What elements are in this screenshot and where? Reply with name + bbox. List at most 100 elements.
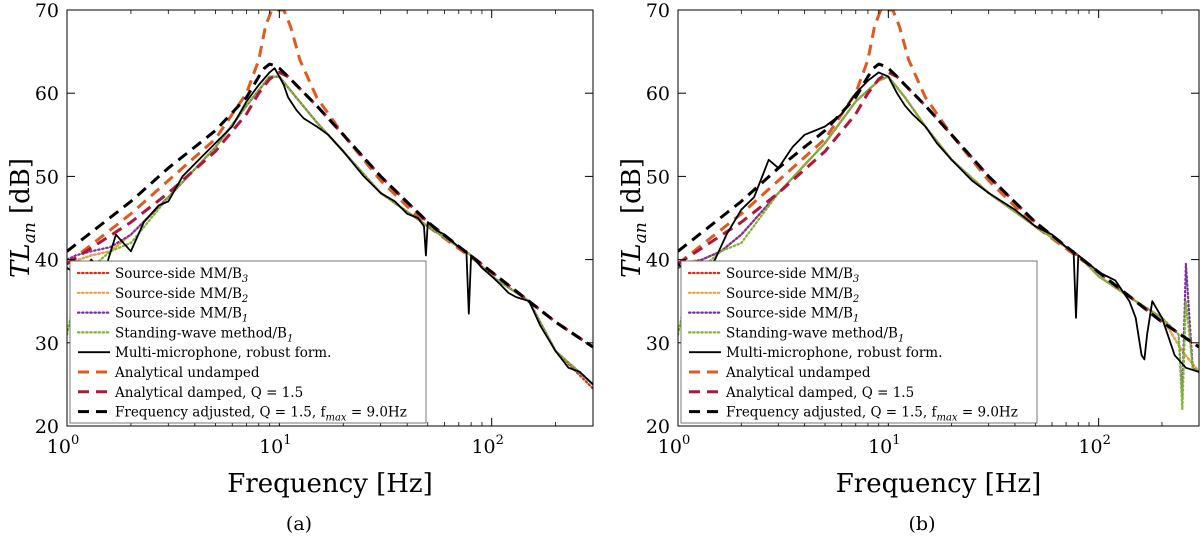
series-line-multi-mic xyxy=(67,67,593,386)
series-line-analytical-undamped xyxy=(678,10,1199,349)
legend-label-freq-adjusted: Frequency adjusted, Q = 1.5, fmax = 9.0H… xyxy=(115,405,407,424)
legend-label-subscript: max xyxy=(325,413,346,424)
legend-label-subscript: 2 xyxy=(241,294,248,305)
axes-frame xyxy=(677,9,1200,427)
plot-area xyxy=(678,10,1199,411)
legend-label-text: Source-side MM/B xyxy=(726,306,853,322)
legend-label-subscript: max xyxy=(936,413,957,424)
series-line-freq-adjusted xyxy=(678,62,1199,349)
x-tick-base: 10 xyxy=(47,436,71,458)
y-label-subscript: an xyxy=(20,222,40,243)
legend-label-subscript: 3 xyxy=(242,274,248,285)
legend-label-tail: = 9.0Hz xyxy=(958,405,1018,421)
legend-label-standing-wave: Standing-wave method/B1 xyxy=(115,325,293,344)
y-label-subscript: an xyxy=(631,222,651,243)
x-tick-exponent: 0 xyxy=(71,433,79,448)
x-tick-label: 102 xyxy=(471,433,503,458)
y-label-unit: [dB] xyxy=(617,158,647,222)
legend-label-text: Source-side MM/B xyxy=(726,286,853,302)
series-line-multi-mic xyxy=(678,71,1199,373)
legend-label-text: Analytical undamped xyxy=(114,365,260,381)
x-tick-base: 10 xyxy=(868,436,892,458)
y-tick-label: 60 xyxy=(35,83,59,105)
legend-label-text: Standing-wave method/B xyxy=(726,325,898,341)
x-tick-label: 101 xyxy=(259,433,291,458)
legend-label-text: Multi-microphone, robust form. xyxy=(726,345,942,361)
plot-area xyxy=(67,10,593,390)
legend-label-mm-b2: Source-side MM/B2 xyxy=(726,286,859,305)
y-tick-label: 40 xyxy=(646,250,670,272)
x-tick-label: 100 xyxy=(658,433,690,458)
y-axis-label: TLan [dB] xyxy=(6,158,40,278)
legend-label-text: Source-side MM/B xyxy=(115,286,242,302)
legend-label-mm-b2: Source-side MM/B2 xyxy=(115,286,248,305)
x-tick-exponent: 1 xyxy=(283,433,291,448)
legend-label-text: Multi-microphone, robust form. xyxy=(115,345,331,361)
x-tick-label: 102 xyxy=(1078,433,1110,458)
y-tick-label: 30 xyxy=(35,333,59,355)
series-line-analytical-undamped xyxy=(67,10,593,349)
x-tick-label: 101 xyxy=(868,433,900,458)
y-tick-label: 50 xyxy=(35,166,59,188)
x-tick-label: 100 xyxy=(47,433,79,458)
legend-label-multi-mic: Multi-microphone, robust form. xyxy=(726,345,942,361)
x-tick-exponent: 0 xyxy=(682,433,690,448)
x-tick-exponent: 2 xyxy=(496,433,504,448)
legend-label-text: Frequency adjusted, Q = 1.5, f xyxy=(115,405,326,421)
legend-label-tail: = 9.0Hz xyxy=(347,405,407,421)
legend-label-multi-mic: Multi-microphone, robust form. xyxy=(115,345,331,361)
y-tick-label: 30 xyxy=(646,333,670,355)
x-tick-base: 10 xyxy=(471,436,495,458)
panel-caption: (a) xyxy=(286,513,312,535)
y-tick-label: 60 xyxy=(646,83,670,105)
legend-label-subscript: 1 xyxy=(898,333,904,344)
legend-box xyxy=(680,260,1038,424)
y-label-symbol: TL xyxy=(617,243,647,278)
legend-label-mm-b3: Source-side MM/B3 xyxy=(726,266,859,285)
legend-label-analytical-undamped: Analytical undamped xyxy=(114,365,260,381)
x-axis-label: Frequency [Hz] xyxy=(227,469,433,499)
y-label-symbol: TL xyxy=(6,243,36,278)
legend-label-analytical-damped: Analytical damped, Q = 1.5 xyxy=(114,385,303,401)
legend-label-text: Source-side MM/B xyxy=(726,266,853,282)
legend-label-text: Analytical undamped xyxy=(725,365,871,381)
legend-label-subscript: 3 xyxy=(853,274,859,285)
series-line-freq-adjusted xyxy=(67,62,593,349)
series-line-standing-wave xyxy=(678,75,1199,411)
x-axis-label: Frequency [Hz] xyxy=(836,469,1042,499)
legend-label-text: Frequency adjusted, Q = 1.5, f xyxy=(726,405,937,421)
legend-label-subscript: 1 xyxy=(242,314,248,325)
panel-caption: (b) xyxy=(909,513,936,535)
legend-label-analytical-undamped: Analytical undamped xyxy=(725,365,871,381)
y-axis-label: TLan [dB] xyxy=(617,158,651,278)
legend-label-mm-b1: Source-side MM/B1 xyxy=(726,306,859,325)
legend-label-standing-wave: Standing-wave method/B1 xyxy=(726,325,904,344)
x-tick-base: 10 xyxy=(658,436,682,458)
legend-label-subscript: 1 xyxy=(853,314,859,325)
legend-label-text: Analytical damped, Q = 1.5 xyxy=(114,385,303,401)
legend-box xyxy=(69,260,427,424)
y-tick-label: 70 xyxy=(35,0,59,22)
x-tick-base: 10 xyxy=(259,436,283,458)
legend-label-subscript: 2 xyxy=(852,294,859,305)
axes-frame xyxy=(66,9,594,427)
legend-label-mm-b3: Source-side MM/B3 xyxy=(115,266,248,285)
y-tick-label: 20 xyxy=(646,416,670,438)
y-tick-label: 70 xyxy=(646,0,670,22)
legend-label-text: Source-side MM/B xyxy=(115,266,242,282)
legend-label-text: Source-side MM/B xyxy=(115,306,242,322)
legend-label-subscript: 1 xyxy=(287,333,293,344)
x-tick-base: 10 xyxy=(1078,436,1102,458)
x-tick-exponent: 1 xyxy=(892,433,900,448)
y-tick-label: 40 xyxy=(35,250,59,272)
legend-label-text: Analytical damped, Q = 1.5 xyxy=(725,385,914,401)
legend-label-freq-adjusted: Frequency adjusted, Q = 1.5, fmax = 9.0H… xyxy=(726,405,1018,424)
legend-label-analytical-damped: Analytical damped, Q = 1.5 xyxy=(725,385,914,401)
y-tick-label: 20 xyxy=(35,416,59,438)
legend-label-mm-b1: Source-side MM/B1 xyxy=(115,306,248,325)
